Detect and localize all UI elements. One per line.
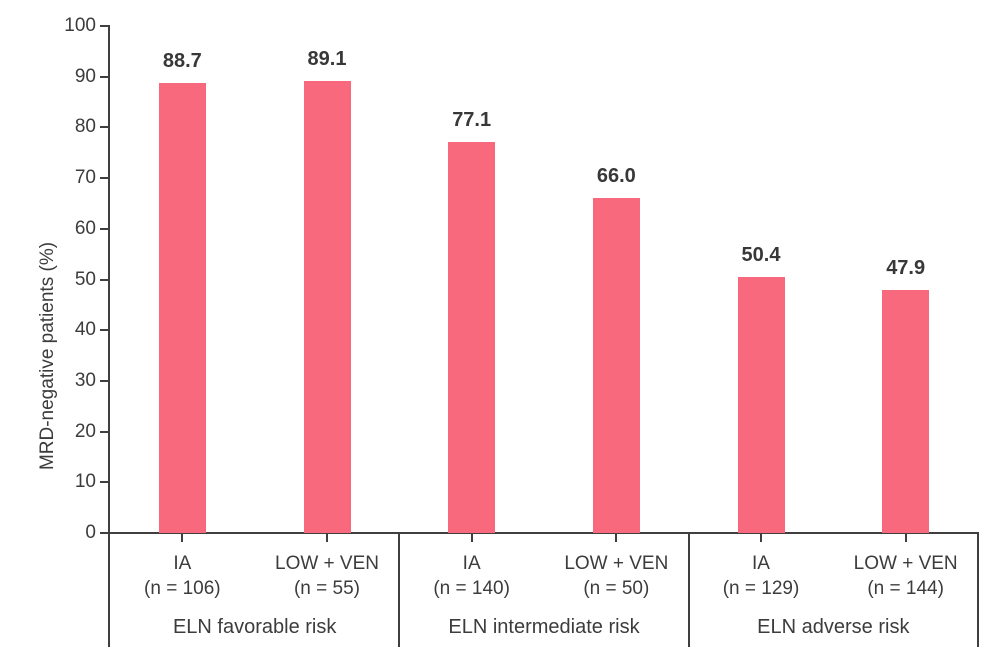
y-tick-label: 80 <box>74 116 96 138</box>
y-tick-mark <box>100 379 108 382</box>
x-tick-mark <box>904 534 907 542</box>
group-divider-line <box>108 533 110 647</box>
arm-name: IA <box>752 553 770 574</box>
bar <box>737 277 785 533</box>
arm-n-count: (n = 106) <box>144 578 221 599</box>
y-tick-mark <box>100 75 108 78</box>
y-tick-mark <box>100 430 108 433</box>
arm-name: IA <box>173 553 192 574</box>
x-tick-mark <box>615 534 618 542</box>
y-tick-label: 30 <box>74 369 96 391</box>
x-category-label: IA (n = 140) <box>387 551 557 601</box>
y-tick-mark <box>100 532 108 534</box>
x-category-label: LOW + VEN (n = 144) <box>821 551 991 601</box>
arm-n-count: (n = 55) <box>293 578 360 599</box>
risk-group-label: ELN adverse risk <box>757 616 910 638</box>
bar <box>882 290 930 533</box>
x-axis-line <box>100 532 979 534</box>
bar <box>592 198 640 533</box>
y-tick-mark <box>100 25 108 27</box>
y-tick-label: 70 <box>74 167 96 189</box>
y-tick-label: 100 <box>64 15 96 36</box>
bar <box>303 81 351 533</box>
x-category-label: IA (n = 106) <box>97 551 267 601</box>
bar-value-label: 50.4 <box>741 244 781 267</box>
x-tick-mark <box>760 534 762 542</box>
bar-value-label: 77.1 <box>452 109 492 132</box>
bar <box>448 142 496 533</box>
y-tick-mark <box>100 329 108 332</box>
y-tick-label: 40 <box>74 319 96 341</box>
arm-name: IA <box>462 553 481 574</box>
y-tick-label: 90 <box>74 65 96 87</box>
bar <box>158 83 206 533</box>
arm-n-count: (n = 50) <box>583 578 650 599</box>
risk-group-label: ELN intermediate risk <box>448 616 640 638</box>
bar-value-label: 88.7 <box>162 50 202 73</box>
y-tick-label: 20 <box>74 420 96 442</box>
y-tick-mark <box>100 227 108 230</box>
arm-n-count: (n = 144) <box>867 578 944 599</box>
bar-value-label: 89.1 <box>307 48 347 71</box>
x-category-label: LOW + VEN (n = 50) <box>531 551 701 601</box>
x-category-label: IA (n = 129) <box>676 551 846 601</box>
arm-name: LOW + VEN <box>853 553 958 574</box>
arm-n-count: (n = 129) <box>722 578 800 599</box>
group-divider-line <box>687 533 690 647</box>
bar-value-label: 66.0 <box>596 165 636 188</box>
y-tick-label: 10 <box>74 471 96 493</box>
arm-n-count: (n = 140) <box>433 578 510 599</box>
group-divider-line <box>398 533 401 647</box>
x-tick-mark <box>470 534 473 542</box>
y-tick-mark <box>100 278 108 281</box>
y-tick-mark <box>100 126 108 129</box>
x-tick-mark <box>326 534 328 542</box>
x-category-label: LOW + VEN (n = 55) <box>242 551 412 601</box>
y-tick-label: 50 <box>74 268 96 290</box>
arm-name: LOW + VEN <box>564 553 669 574</box>
y-tick-label: 0 <box>85 522 96 543</box>
y-tick-label: 60 <box>74 217 96 239</box>
bar-value-label: 47.9 <box>886 257 926 280</box>
group-divider-line <box>977 533 979 647</box>
arm-name: LOW + VEN <box>275 553 379 574</box>
y-tick-mark <box>100 177 108 180</box>
y-tick-mark <box>100 481 108 484</box>
x-tick-mark <box>181 534 184 542</box>
risk-group-label: ELN favorable risk <box>172 616 337 638</box>
y-axis-line <box>108 25 110 534</box>
